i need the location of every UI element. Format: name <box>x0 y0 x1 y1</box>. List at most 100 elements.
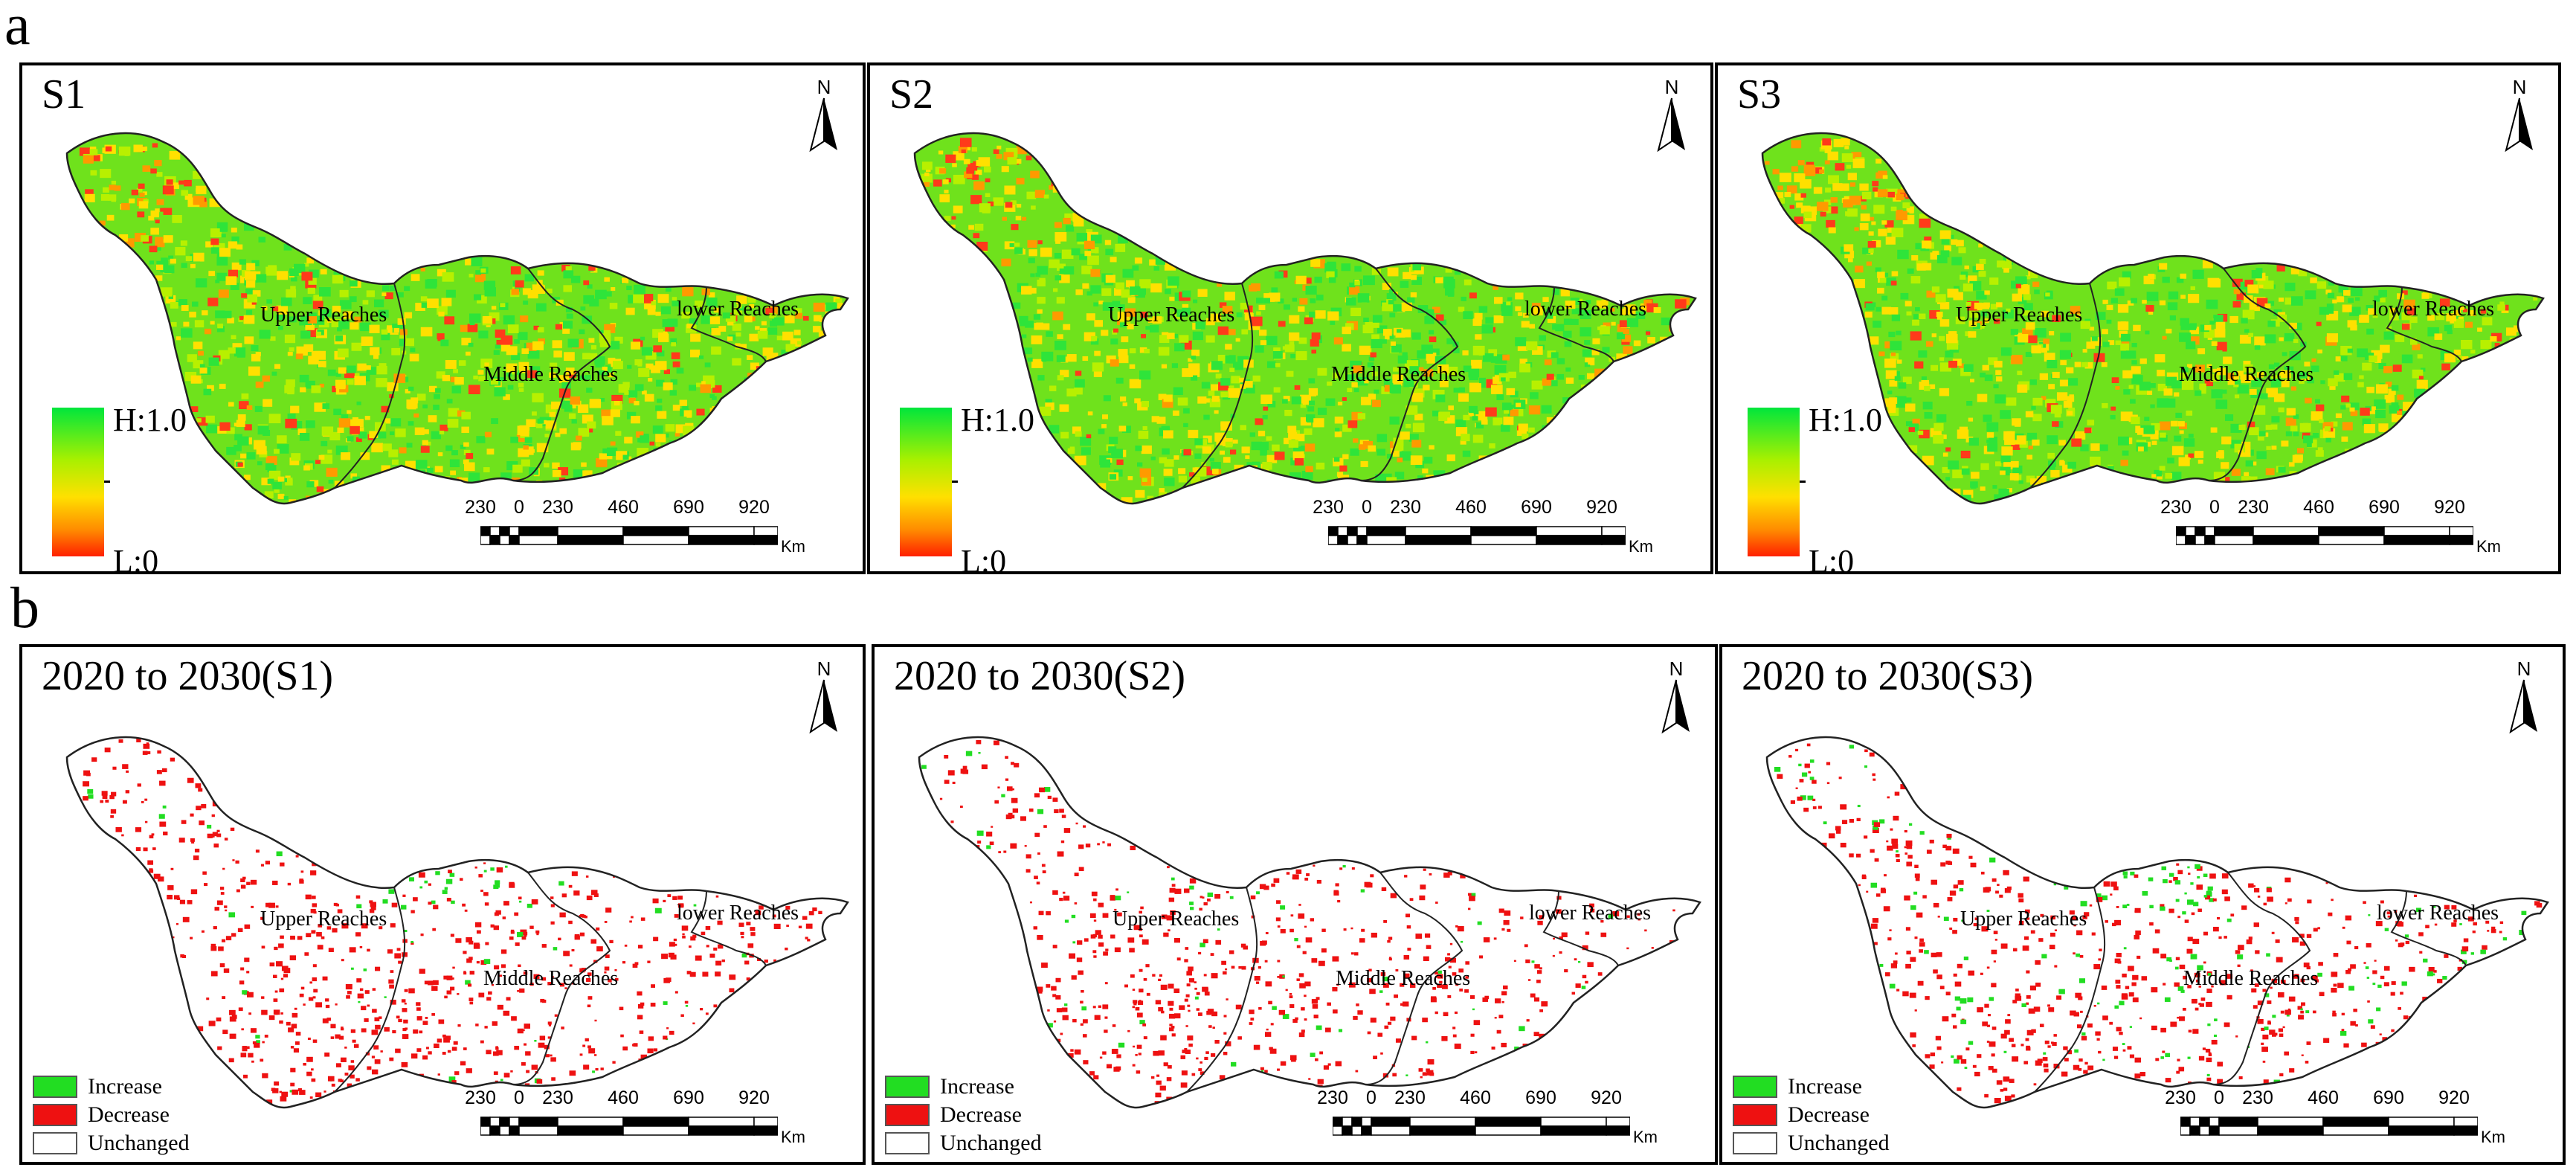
raster-cell <box>1057 375 1064 381</box>
raster-cell <box>2313 928 2318 932</box>
lower-boundary <box>1538 286 1614 362</box>
raster-cell <box>1840 842 1846 848</box>
raster-cell <box>1481 324 1493 334</box>
raster-cell <box>564 352 575 362</box>
raster-cell <box>218 289 229 298</box>
raster-cell <box>2180 318 2189 326</box>
raster-cell <box>437 452 443 457</box>
raster-cell <box>289 955 296 960</box>
raster-cell <box>2041 347 2047 353</box>
raster-cell <box>312 903 318 907</box>
raster-cell <box>518 388 524 392</box>
raster-cell <box>531 1064 538 1070</box>
raster-cell <box>1042 870 1046 874</box>
raster-cell <box>1229 367 1235 373</box>
raster-cell <box>490 867 495 871</box>
raster-cell <box>1386 293 1397 301</box>
raster-cell <box>1282 1014 1289 1019</box>
raster-cell <box>1183 888 1190 893</box>
raster-cell <box>2150 404 2155 408</box>
north-arrow-icon: N <box>1654 658 1698 739</box>
raster-cell <box>1873 778 1876 781</box>
raster-cell <box>2251 461 2257 466</box>
raster-cell <box>149 245 158 253</box>
raster-cell <box>2269 1029 2276 1035</box>
raster-cell <box>2267 301 2275 306</box>
raster-cell <box>2395 939 2398 942</box>
raster-cell <box>1936 254 1948 263</box>
raster-cell <box>939 168 947 174</box>
raster-cell <box>1358 444 1366 450</box>
raster-cell <box>1939 319 1950 327</box>
raster-cell <box>1896 193 1904 201</box>
raster-cell <box>1470 1033 1475 1037</box>
raster-cell <box>1202 939 1208 944</box>
raster-cell <box>1353 1015 1358 1021</box>
raster-cell <box>2125 350 2137 359</box>
raster-cell <box>1127 324 1134 330</box>
raster-cell <box>1445 288 1455 296</box>
raster-cell <box>2388 388 2396 395</box>
region-label-upper: Upper Reaches <box>260 907 387 931</box>
raster-cell <box>587 1045 591 1049</box>
raster-cell <box>1305 466 1313 472</box>
raster-cell <box>2109 1021 2113 1025</box>
raster-cell <box>2248 936 2253 940</box>
raster-cell <box>2086 341 2096 349</box>
raster-cell <box>2213 315 2224 323</box>
raster-cell <box>1501 377 1506 382</box>
raster-cell <box>1645 331 1651 335</box>
raster-cell <box>2208 1052 2212 1055</box>
raster-cell <box>805 923 813 929</box>
raster-cell <box>681 311 691 319</box>
raster-cell <box>121 834 124 837</box>
raster-cell <box>1491 1046 1495 1050</box>
raster-cell <box>401 999 406 1003</box>
raster-cell <box>1460 873 1466 878</box>
raster-cell <box>248 1053 254 1058</box>
raster-cell <box>2132 974 2139 980</box>
raster-cell <box>1228 329 1236 335</box>
raster-cell <box>667 894 672 898</box>
raster-cell <box>260 864 264 867</box>
raster-cell <box>727 320 734 326</box>
raster-cell <box>408 386 414 391</box>
raster-cell <box>2376 1007 2381 1012</box>
raster-cell <box>1623 346 1633 354</box>
raster-cell <box>1360 889 1365 893</box>
raster-cell <box>2342 926 2345 929</box>
raster-cell <box>2210 427 2218 433</box>
raster-cell <box>232 343 242 351</box>
raster-cell <box>1941 434 1947 440</box>
raster-cell <box>217 1046 222 1050</box>
raster-cell <box>311 930 316 934</box>
raster-cell <box>586 388 593 393</box>
raster-cell <box>765 307 774 315</box>
raster-cell <box>318 454 325 460</box>
raster-cell <box>279 1020 283 1024</box>
raster-cell <box>1791 140 1802 149</box>
raster-cell <box>2359 375 2364 379</box>
raster-cell <box>2171 380 2182 389</box>
raster-cell <box>509 883 515 888</box>
raster-cell <box>1210 462 1221 471</box>
raster-cell <box>1906 206 1914 213</box>
raster-cell <box>2234 443 2246 453</box>
raster-cell <box>514 339 520 344</box>
raster-cell <box>1429 445 1434 450</box>
raster-cell <box>1957 963 1962 968</box>
raster-cell <box>210 228 222 238</box>
raster-cell <box>1290 353 1296 359</box>
raster-cell <box>1343 928 1347 931</box>
raster-cell <box>2378 362 2386 370</box>
raster-cell <box>1377 1032 1383 1037</box>
raster-cell <box>1968 331 1977 338</box>
raster-cell <box>2151 474 2157 478</box>
raster-cell <box>641 294 654 303</box>
raster-cell <box>1869 216 1875 221</box>
raster-cell <box>2084 362 2093 369</box>
raster-cell <box>1153 1050 1159 1056</box>
raster-cell <box>1370 352 1376 358</box>
raster-cell <box>274 449 280 454</box>
raster-cell <box>1010 200 1017 205</box>
